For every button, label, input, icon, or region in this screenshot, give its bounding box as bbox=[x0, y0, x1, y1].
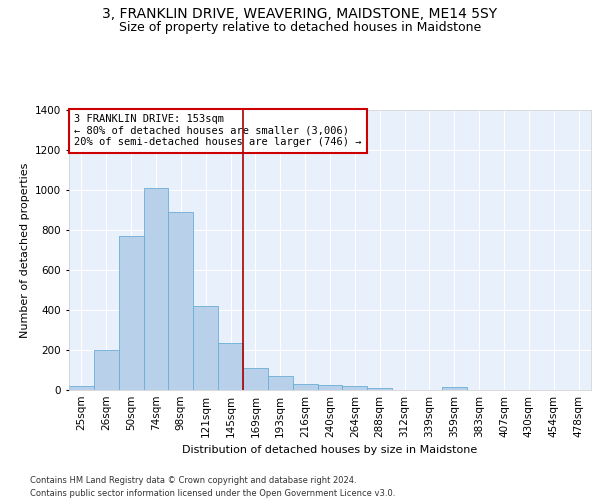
Bar bbox=[293, 384, 317, 390]
X-axis label: Distribution of detached houses by size in Maidstone: Distribution of detached houses by size … bbox=[182, 446, 478, 456]
Bar bbox=[343, 386, 367, 390]
Bar bbox=[367, 388, 392, 390]
Text: Size of property relative to detached houses in Maidstone: Size of property relative to detached ho… bbox=[119, 21, 481, 34]
Y-axis label: Number of detached properties: Number of detached properties bbox=[20, 162, 29, 338]
Bar bbox=[94, 350, 119, 390]
Bar bbox=[442, 387, 467, 390]
Bar bbox=[69, 386, 94, 390]
Bar bbox=[243, 368, 268, 390]
Bar bbox=[119, 236, 143, 390]
Text: Contains HM Land Registry data © Crown copyright and database right 2024.: Contains HM Land Registry data © Crown c… bbox=[30, 476, 356, 485]
Bar bbox=[218, 343, 243, 390]
Bar bbox=[268, 376, 293, 390]
Bar bbox=[169, 212, 193, 390]
Bar bbox=[317, 385, 343, 390]
Bar bbox=[143, 188, 169, 390]
Text: 3 FRANKLIN DRIVE: 153sqm
← 80% of detached houses are smaller (3,006)
20% of sem: 3 FRANKLIN DRIVE: 153sqm ← 80% of detach… bbox=[74, 114, 362, 148]
Text: Contains public sector information licensed under the Open Government Licence v3: Contains public sector information licen… bbox=[30, 489, 395, 498]
Text: 3, FRANKLIN DRIVE, WEAVERING, MAIDSTONE, ME14 5SY: 3, FRANKLIN DRIVE, WEAVERING, MAIDSTONE,… bbox=[103, 8, 497, 22]
Bar bbox=[193, 306, 218, 390]
